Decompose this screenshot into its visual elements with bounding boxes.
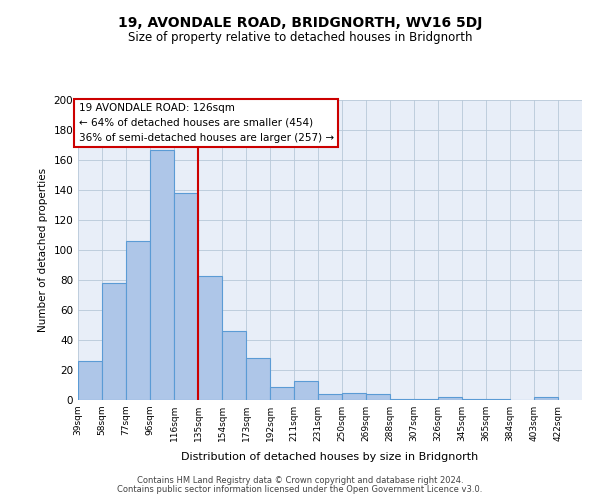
Bar bbox=[366, 394, 390, 400]
Bar bbox=[486, 398, 510, 400]
Bar bbox=[78, 361, 102, 400]
Text: Contains HM Land Registry data © Crown copyright and database right 2024.: Contains HM Land Registry data © Crown c… bbox=[137, 476, 463, 485]
Text: Size of property relative to detached houses in Bridgnorth: Size of property relative to detached ho… bbox=[128, 31, 472, 44]
Bar bbox=[342, 392, 366, 400]
Text: 19, AVONDALE ROAD, BRIDGNORTH, WV16 5DJ: 19, AVONDALE ROAD, BRIDGNORTH, WV16 5DJ bbox=[118, 16, 482, 30]
Bar bbox=[102, 283, 126, 400]
Bar bbox=[318, 394, 342, 400]
Bar bbox=[270, 386, 294, 400]
Bar bbox=[294, 380, 318, 400]
X-axis label: Distribution of detached houses by size in Bridgnorth: Distribution of detached houses by size … bbox=[181, 452, 479, 462]
Bar bbox=[534, 397, 558, 400]
Bar bbox=[150, 150, 174, 400]
Y-axis label: Number of detached properties: Number of detached properties bbox=[38, 168, 48, 332]
Bar bbox=[198, 276, 222, 400]
Bar bbox=[414, 398, 438, 400]
Bar bbox=[462, 398, 486, 400]
Text: 19 AVONDALE ROAD: 126sqm
← 64% of detached houses are smaller (454)
36% of semi-: 19 AVONDALE ROAD: 126sqm ← 64% of detach… bbox=[79, 103, 334, 142]
Bar bbox=[174, 193, 198, 400]
Bar bbox=[222, 331, 246, 400]
Bar bbox=[390, 398, 414, 400]
Bar bbox=[438, 397, 462, 400]
Bar bbox=[246, 358, 270, 400]
Bar bbox=[126, 241, 150, 400]
Text: Contains public sector information licensed under the Open Government Licence v3: Contains public sector information licen… bbox=[118, 485, 482, 494]
